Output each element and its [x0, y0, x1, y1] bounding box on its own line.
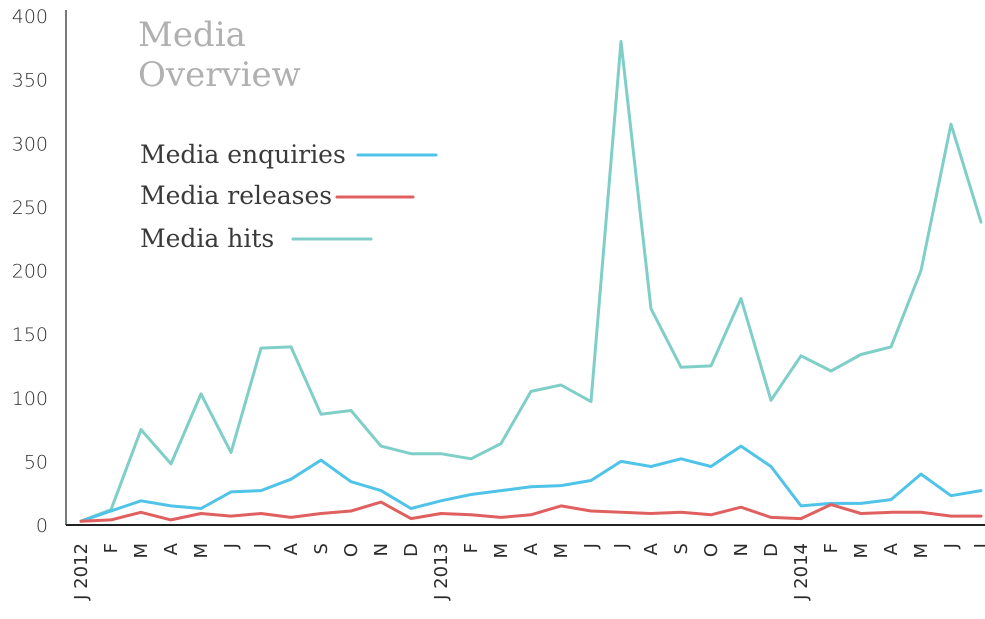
x-tick-label: J — [611, 543, 632, 549]
y-tick-label: 200 — [12, 261, 48, 283]
y-tick-label: 400 — [12, 6, 48, 28]
x-tick-label: F — [101, 543, 122, 553]
x-tick-label: N — [731, 543, 752, 556]
series-line-media-hits — [79, 40, 983, 523]
x-tick-label: J — [581, 543, 602, 549]
x-tick-label: A — [881, 542, 902, 555]
x-tick-label: J 2012 — [71, 543, 92, 601]
legend-label-media-hits: Media hits — [140, 224, 274, 253]
x-tick-label: J — [941, 543, 962, 549]
x-tick-label: S — [311, 543, 332, 554]
x-tick-label: J — [221, 543, 242, 549]
y-tick-label: 350 — [12, 70, 48, 92]
x-tick-label: M — [131, 543, 152, 559]
x-tick-label: J 2013 — [431, 543, 452, 601]
x-tick-label: D — [401, 543, 422, 557]
series-line-media-releases — [79, 500, 983, 523]
x-tick-label: O — [701, 543, 722, 557]
y-tick-label: 50 — [24, 451, 48, 473]
x-tick-label: F — [461, 543, 482, 553]
x-tick-label: J — [971, 543, 985, 549]
x-tick-label: D — [761, 543, 782, 557]
x-tick-label: M — [911, 543, 932, 559]
y-tick-label: 300 — [12, 133, 48, 155]
legend: Media enquiries Media releases Media hit… — [140, 140, 438, 253]
x-tick-label: F — [821, 543, 842, 553]
y-tick-label: 0 — [36, 515, 48, 537]
x-tick-label: A — [521, 542, 542, 555]
x-tick-label: O — [341, 543, 362, 557]
x-tick-label: J — [251, 543, 272, 549]
chart-title-line-1: Media — [138, 15, 246, 55]
legend-label-media-releases: Media releases — [140, 181, 332, 210]
y-tick-label: 150 — [12, 324, 48, 346]
x-tick-label: A — [641, 542, 662, 555]
chart-title-line-2: Overview — [138, 55, 301, 95]
x-tick-label: N — [371, 543, 392, 556]
x-tick-label: S — [671, 543, 692, 554]
y-axis-ticks: 0 50 100 150 200 250 300 350 400 — [12, 6, 48, 537]
x-tick-label: M — [851, 543, 872, 559]
x-tick-label: M — [551, 543, 572, 559]
x-tick-label: A — [161, 542, 182, 555]
x-tick-label: M — [191, 543, 212, 559]
series-lines — [79, 40, 983, 523]
y-tick-label: 100 — [12, 388, 48, 410]
x-tick-label: M — [491, 543, 512, 559]
x-tick-label: J 2014 — [791, 543, 812, 601]
y-tick-label: 250 — [12, 197, 48, 219]
x-tick-label: A — [281, 542, 302, 555]
x-axis-ticks: J 2012 F M A M J J A S O N D J 2013 F M A M J J A S O N D J 2014… — [71, 542, 985, 601]
legend-label-media-enquiries: Media enquiries — [140, 140, 346, 169]
